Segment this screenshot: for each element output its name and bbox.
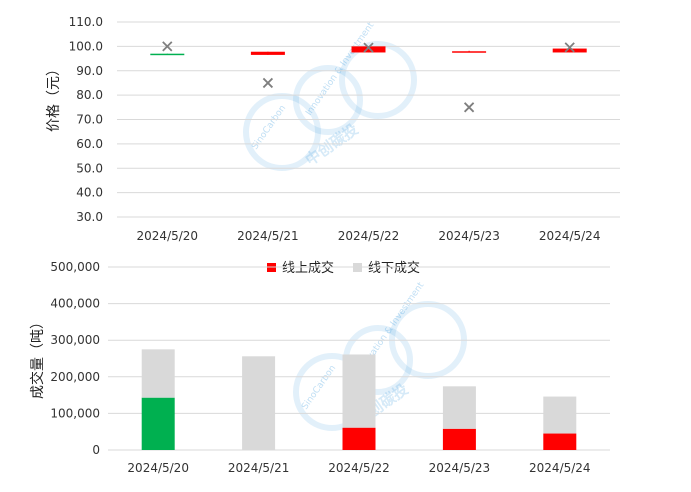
candle-body bbox=[150, 53, 185, 56]
bar-online bbox=[543, 433, 577, 450]
volume-x-tick-label: 2024/5/22 bbox=[328, 461, 390, 475]
volume-y-tick-label: 200,000 bbox=[50, 370, 100, 384]
price-y-tick-label: 90.0 bbox=[76, 64, 103, 78]
candle-body bbox=[351, 46, 386, 53]
volume-y-tick-label: 0 bbox=[92, 443, 100, 457]
price-marker-x bbox=[564, 42, 575, 53]
volume-legend: 线上成交 线下成交 bbox=[267, 260, 420, 276]
bar-offline bbox=[242, 356, 276, 450]
bar-offline bbox=[442, 386, 476, 429]
price-y-tick-label: 100.0 bbox=[69, 39, 103, 53]
bar-online bbox=[342, 427, 376, 450]
price-y-tick-label: 60.0 bbox=[76, 137, 103, 151]
candle-body bbox=[250, 51, 285, 55]
bar-offline bbox=[543, 396, 577, 434]
price-y-tick-label: 110.0 bbox=[69, 15, 103, 29]
legend-label-offline: 线下成交 bbox=[368, 260, 420, 276]
price-markers bbox=[162, 41, 575, 113]
legend-label-online: 线上成交 bbox=[282, 260, 334, 276]
price-x-tick-label: 2024/5/22 bbox=[338, 229, 400, 243]
watermark-ring bbox=[339, 41, 417, 119]
price-y-tick-label: 50.0 bbox=[76, 161, 103, 175]
price-y-tick-label: 40.0 bbox=[76, 186, 103, 200]
volume-x-ticks: 2024/5/20 2024/5/21 2024/5/22 2024/5/23 2024… bbox=[127, 461, 590, 475]
price-x-tick-label: 2024/5/24 bbox=[539, 229, 601, 243]
price-x-ticks: 2024/5/20 2024/5/21 2024/5/22 2024/5/23 2024… bbox=[137, 229, 601, 243]
bar-online bbox=[442, 428, 476, 450]
price-x-tick-label: 2024/5/23 bbox=[438, 229, 500, 243]
volume-x-tick-label: 2024/5/24 bbox=[529, 461, 591, 475]
price-y-tick-label: 70.0 bbox=[76, 113, 103, 127]
bar-online bbox=[141, 397, 175, 450]
watermark-ring bbox=[293, 65, 363, 135]
volume-x-tick-label: 2024/5/21 bbox=[228, 461, 290, 475]
price-y-tick-label: 80.0 bbox=[76, 88, 103, 102]
candle-body bbox=[452, 51, 487, 53]
volume-y-tick-label: 100,000 bbox=[50, 406, 100, 420]
volume-y-ticks: 0 100,000 200,000 300,000 400,000 500,000 bbox=[50, 260, 100, 457]
price-x-tick-label: 2024/5/20 bbox=[137, 229, 199, 243]
volume-y-tick-label: 500,000 bbox=[50, 260, 100, 274]
bar-offline bbox=[342, 354, 376, 428]
volume-y-tick-label: 400,000 bbox=[50, 297, 100, 311]
volume-x-tick-label: 2024/5/20 bbox=[127, 461, 189, 475]
volume-x-tick-label: 2024/5/23 bbox=[429, 461, 491, 475]
volume-y-axis-label: 成交量（吨） bbox=[29, 315, 46, 399]
volume-bars bbox=[141, 349, 577, 450]
bar-offline bbox=[141, 349, 175, 398]
price-y-axis-label: 价格（元） bbox=[46, 62, 62, 132]
price-x-tick-label: 2024/5/21 bbox=[237, 229, 299, 243]
price-marker-x bbox=[162, 41, 173, 52]
price-y-ticks: 30.0 40.0 50.0 60.0 70.0 80.0 90.0 100.0 110.0 bbox=[69, 15, 103, 224]
volume-y-tick-label: 300,000 bbox=[50, 333, 100, 347]
price-marker-x bbox=[363, 42, 374, 53]
price-marker-x bbox=[262, 77, 274, 89]
price-y-tick-label: 30.0 bbox=[76, 210, 103, 224]
price-marker-x bbox=[463, 102, 475, 113]
candle-body bbox=[552, 48, 587, 53]
